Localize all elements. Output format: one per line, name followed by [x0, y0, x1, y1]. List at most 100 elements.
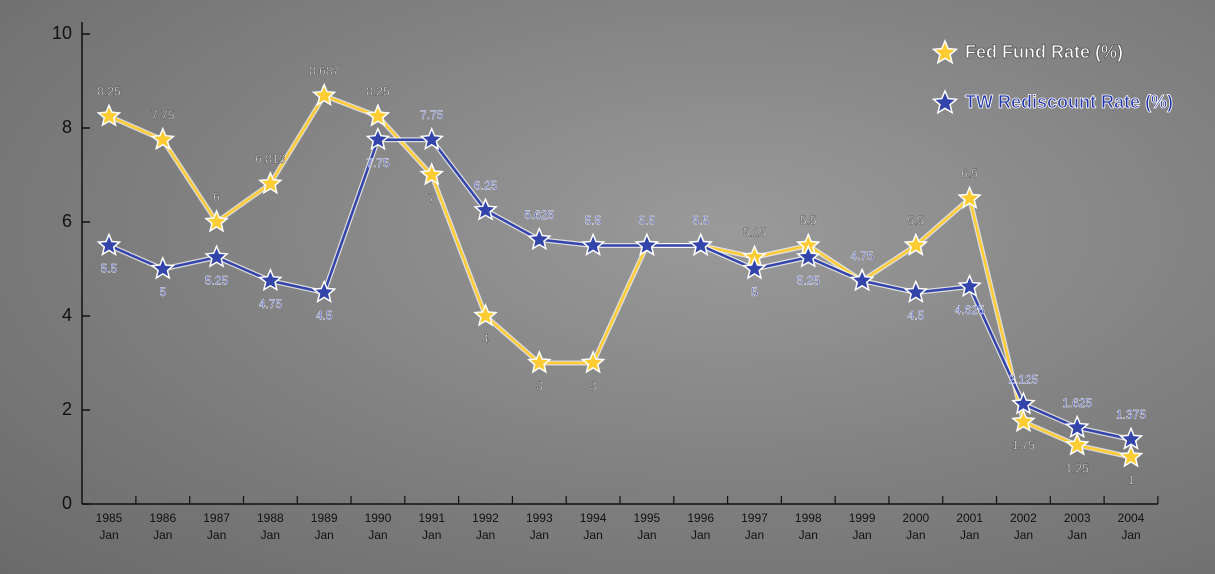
- data-label: 5.5: [101, 262, 118, 276]
- data-label: 5.5: [585, 214, 602, 228]
- point-marker: [580, 232, 606, 256]
- data-label: 4.5: [316, 309, 333, 323]
- data-label: 5.25: [797, 273, 821, 287]
- data-label: 5.5: [639, 214, 656, 228]
- point-marker: [849, 267, 875, 292]
- x-tick-label: 1995 Jan: [633, 511, 661, 542]
- data-label: 1.25: [1066, 461, 1090, 475]
- data-label: 8.687: [309, 64, 339, 78]
- point-marker: [903, 232, 929, 256]
- x-tick-label: 2002 Jan: [1010, 511, 1037, 542]
- point-marker: [419, 126, 445, 151]
- x-tick-label: 1997 Jan: [741, 511, 768, 542]
- x-tick-label: 1996 Jan: [687, 511, 715, 542]
- legend-label: Fed Fund Rate (%): [965, 42, 1123, 62]
- point-marker: [1011, 391, 1036, 415]
- x-tick-label: 1994 Jan: [579, 511, 607, 542]
- x-tick-label: 1991 Jan: [418, 511, 446, 542]
- legend-label: TW Rediscount Rate (%): [965, 92, 1173, 112]
- x-tick-label: 1987 Jan: [203, 511, 230, 542]
- data-label: 6: [213, 190, 220, 204]
- data-label: 3: [590, 379, 597, 393]
- data-label: 4.75: [259, 297, 283, 311]
- y-tick-label: 6: [62, 211, 72, 231]
- y-tick-label: 10: [52, 23, 72, 43]
- point-marker: [957, 273, 982, 298]
- x-tick-label: 1993 Jan: [525, 511, 553, 542]
- data-label: 5.625: [524, 208, 554, 222]
- point-marker: [1011, 408, 1036, 433]
- data-label: 6.25: [474, 178, 498, 192]
- data-label: 6.813: [255, 152, 285, 166]
- point-marker: [258, 267, 283, 292]
- x-tick-label: 2001 Jan: [956, 511, 983, 542]
- point-marker: [795, 244, 821, 268]
- data-label: 4.5: [907, 309, 924, 323]
- point-marker: [473, 303, 498, 327]
- data-label: 4.625: [955, 303, 985, 317]
- point-marker: [150, 256, 176, 280]
- x-tick-label: 1989 Jan: [310, 511, 338, 542]
- x-tick-label: 1992 Jan: [472, 511, 499, 542]
- x-tick-label: 2000 Jan: [902, 511, 930, 542]
- data-label: 1.625: [1062, 396, 1092, 410]
- data-label: 8.25: [366, 84, 390, 98]
- x-tick-label: 1998 Jan: [794, 511, 822, 542]
- point-marker: [204, 244, 229, 268]
- data-label: 4.75: [850, 249, 874, 263]
- data-label: 5.25: [205, 273, 229, 287]
- point-marker: [258, 170, 283, 195]
- data-label: 8.25: [97, 84, 121, 98]
- point-marker: [365, 126, 391, 151]
- data-label: 1.75: [1012, 438, 1036, 452]
- y-tick-label: 8: [62, 117, 72, 137]
- data-label: 5.5: [639, 214, 656, 228]
- data-label: 6.5: [961, 167, 978, 181]
- point-marker: [96, 103, 122, 127]
- data-label: 4.75: [850, 249, 874, 263]
- data-label: 4: [482, 332, 489, 346]
- data-label: 5.5: [692, 214, 709, 228]
- data-label: 7.75: [420, 108, 444, 122]
- data-label: 1.375: [1116, 408, 1146, 422]
- point-marker: [1064, 414, 1090, 439]
- data-label: 7.75: [366, 156, 390, 170]
- point-marker: [688, 232, 713, 256]
- series-line-shadow: [107, 137, 1132, 442]
- data-label: 1: [1128, 473, 1135, 487]
- point-marker: [150, 126, 176, 151]
- data-label: 5.25: [743, 225, 767, 239]
- point-marker: [311, 82, 337, 107]
- data-label: 5.5: [692, 214, 709, 228]
- x-tick-label: 1999 Jan: [848, 511, 876, 542]
- series-line: [108, 94, 1132, 459]
- series-line: [108, 138, 1132, 441]
- point-marker: [96, 232, 122, 256]
- data-label: 5.5: [800, 214, 817, 228]
- data-label: 7: [428, 191, 435, 205]
- point-marker: [365, 103, 391, 127]
- legend-marker: [931, 89, 959, 115]
- legend-marker: [931, 39, 959, 65]
- x-tick-label: 1988 Jan: [257, 511, 284, 542]
- point-marker: [473, 197, 498, 221]
- x-tick-label: 2004 Jan: [1117, 511, 1145, 542]
- point-marker: [311, 279, 337, 303]
- point-marker: [634, 232, 660, 256]
- data-label: 7.75: [151, 108, 175, 122]
- point-marker: [1118, 426, 1144, 450]
- x-tick-label: 1990 Jan: [364, 511, 392, 542]
- data-label: 5: [751, 285, 758, 299]
- y-tick-label: 0: [62, 493, 72, 513]
- point-marker: [204, 209, 229, 233]
- data-label: 5: [159, 285, 166, 299]
- point-marker: [419, 162, 445, 186]
- point-marker: [527, 350, 552, 374]
- point-marker: [742, 256, 767, 280]
- x-tick-label: 1986 Jan: [149, 511, 177, 542]
- y-tick-label: 4: [62, 305, 72, 325]
- data-label: 5.5: [907, 214, 924, 228]
- y-tick-label: 2: [62, 399, 72, 419]
